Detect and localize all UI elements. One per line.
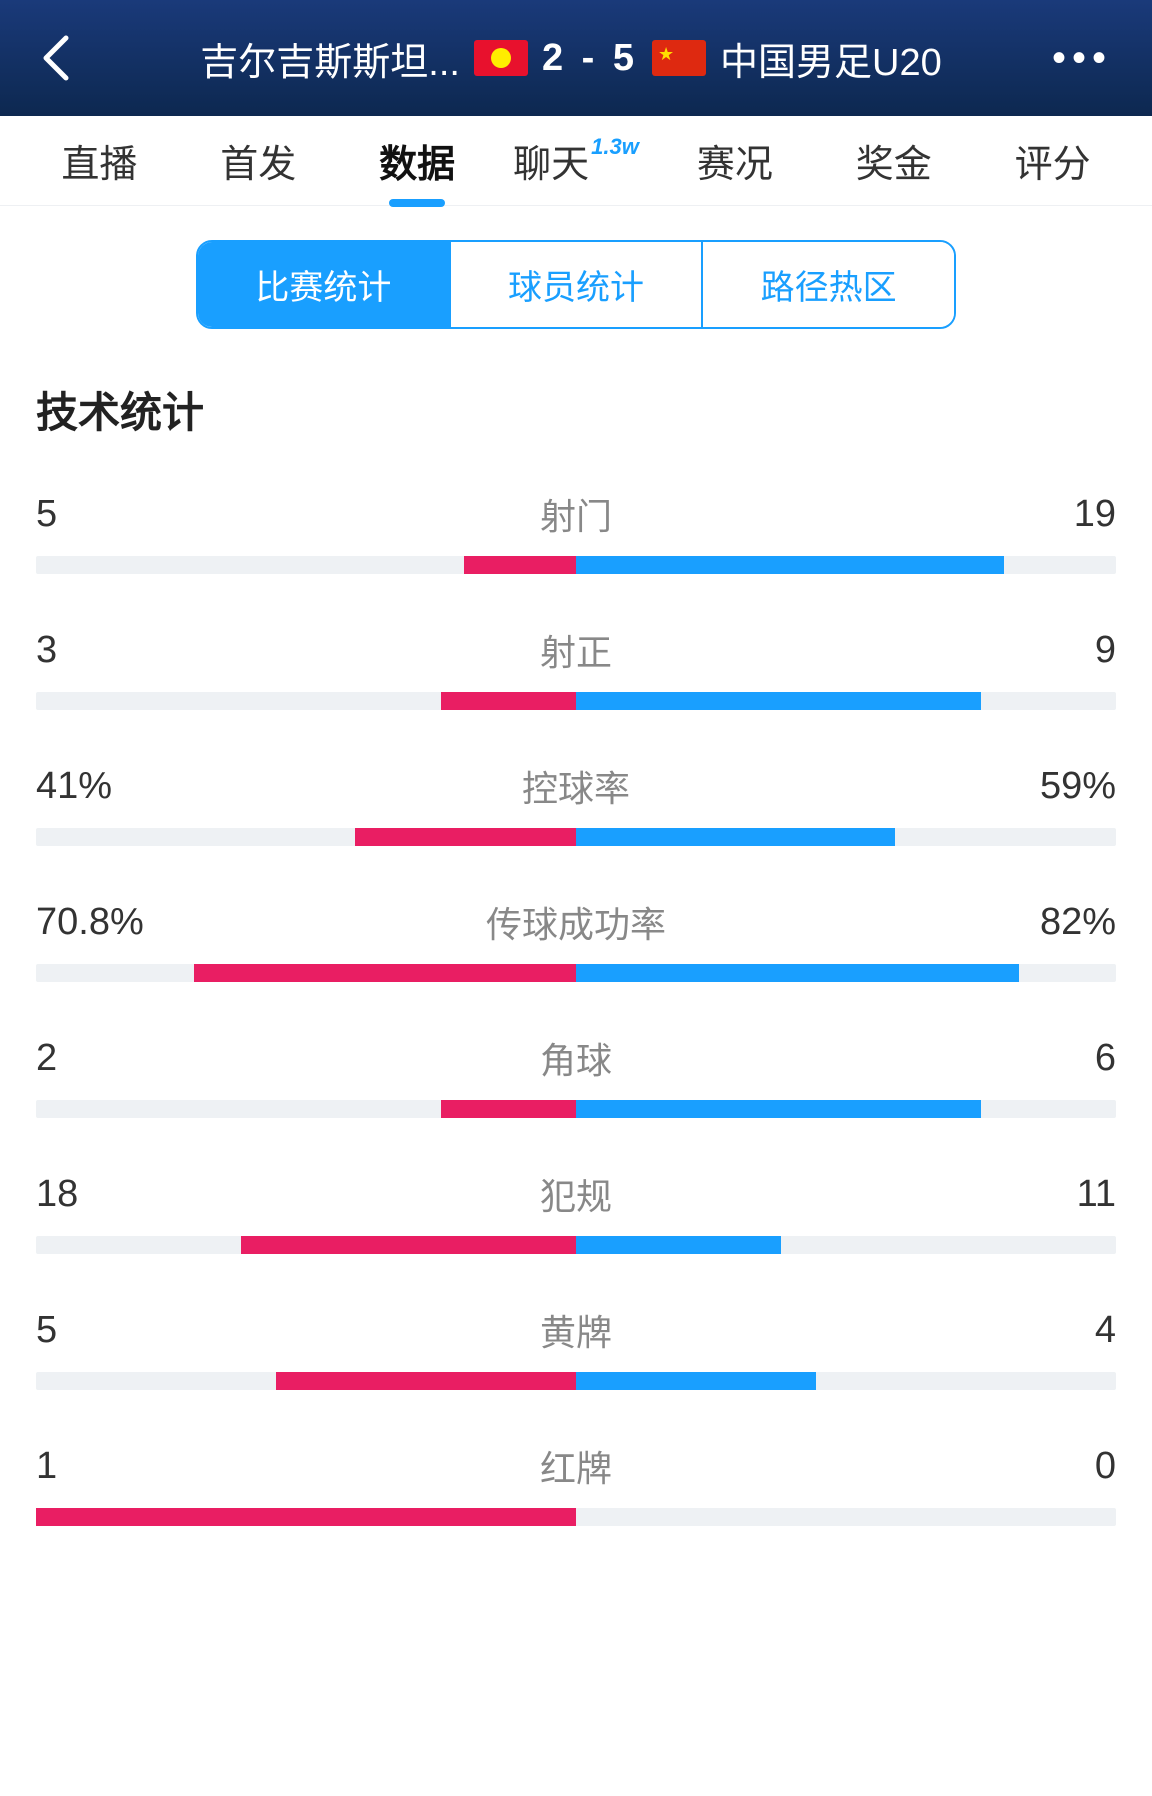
stat-left-value: 41% xyxy=(36,765,522,808)
stat-bar xyxy=(36,1236,1116,1254)
stat-name: 传球成功率 xyxy=(486,896,666,948)
stat-name: 射门 xyxy=(540,488,612,540)
flag-left-icon xyxy=(474,40,528,76)
stat-right-value: 4 xyxy=(612,1309,1116,1352)
stat-right-value: 59% xyxy=(630,765,1116,808)
stat-right-value: 82% xyxy=(666,901,1116,944)
tab-label: 赛况 xyxy=(697,133,773,188)
stat-bar xyxy=(36,964,1116,982)
match-score: 2 - 5 xyxy=(542,37,638,80)
more-icon[interactable]: ••• xyxy=(1052,36,1112,81)
stat-left-value: 5 xyxy=(36,493,540,536)
bar-left xyxy=(441,692,576,710)
subtab-player-stats[interactable]: 球员统计 xyxy=(451,242,704,327)
stat-name: 控球率 xyxy=(522,760,630,812)
stat-bar xyxy=(36,1508,1116,1526)
stat-right-value: 9 xyxy=(612,629,1116,672)
back-icon[interactable] xyxy=(40,34,70,82)
stat-row: 3 射正 9 xyxy=(36,624,1116,710)
tab-bonus[interactable]: 奖金 xyxy=(814,116,973,206)
subtab-match-stats[interactable]: 比赛统计 xyxy=(198,242,451,327)
match-header: 吉尔吉斯斯坦... 2 - 5 中国男足U20 ••• xyxy=(0,0,1152,116)
stat-name: 红牌 xyxy=(540,1440,612,1492)
stat-row: 41% 控球率 59% xyxy=(36,760,1116,846)
stat-right-value: 11 xyxy=(612,1173,1116,1216)
team-left-name: 吉尔吉斯斯坦... xyxy=(200,31,460,86)
stat-row: 5 黄牌 4 xyxy=(36,1304,1116,1390)
bar-left xyxy=(194,964,576,982)
team-right-name: 中国男足U20 xyxy=(720,31,942,86)
tab-label: 数据 xyxy=(379,133,455,188)
chat-badge: 1.3w xyxy=(591,134,639,160)
tab-data[interactable]: 数据 xyxy=(338,116,497,206)
stat-row: 18 犯规 11 xyxy=(36,1168,1116,1254)
stat-left-value: 3 xyxy=(36,629,540,672)
tab-label: 评分 xyxy=(1015,133,1091,188)
flag-right-icon xyxy=(652,40,706,76)
stat-bar xyxy=(36,556,1116,574)
bar-left xyxy=(276,1372,576,1390)
stat-row: 5 射门 19 xyxy=(36,488,1116,574)
stats-section: 技术统计 5 射门 19 3 射正 9 41% 控球率 59% xyxy=(0,329,1152,1526)
tab-events[interactable]: 赛况 xyxy=(655,116,814,206)
bar-right xyxy=(576,1236,781,1254)
stat-right-value: 19 xyxy=(612,493,1116,536)
tab-label: 直播 xyxy=(61,133,137,188)
stat-bar xyxy=(36,1372,1116,1390)
bar-left xyxy=(441,1100,576,1118)
stat-bar xyxy=(36,828,1116,846)
tab-rating[interactable]: 评分 xyxy=(973,116,1132,206)
stat-bar xyxy=(36,692,1116,710)
stat-row: 70.8% 传球成功率 82% xyxy=(36,896,1116,982)
match-title: 吉尔吉斯斯坦... 2 - 5 中国男足U20 xyxy=(110,31,1032,86)
bar-right xyxy=(576,1372,816,1390)
stat-name: 黄牌 xyxy=(540,1304,612,1356)
stat-name: 射正 xyxy=(540,624,612,676)
section-title: 技术统计 xyxy=(36,379,1116,440)
sub-tabs: 比赛统计 球员统计 路径热区 xyxy=(196,240,956,329)
tab-label: 奖金 xyxy=(856,133,932,188)
bar-right xyxy=(576,964,1019,982)
stat-left-value: 1 xyxy=(36,1445,540,1488)
stat-name: 角球 xyxy=(540,1032,612,1084)
top-tabs: 直播 首发 数据 聊天1.3w 赛况 奖金 评分 xyxy=(0,116,1152,206)
stat-name: 犯规 xyxy=(540,1168,612,1220)
bar-left xyxy=(241,1236,576,1254)
stat-right-value: 0 xyxy=(612,1445,1116,1488)
stat-left-value: 5 xyxy=(36,1309,540,1352)
bar-left xyxy=(36,1508,576,1526)
stat-right-value: 6 xyxy=(612,1037,1116,1080)
stat-left-value: 70.8% xyxy=(36,901,486,944)
stat-left-value: 18 xyxy=(36,1173,540,1216)
bar-right xyxy=(576,828,895,846)
bar-right xyxy=(576,692,981,710)
tab-label: 聊天 xyxy=(513,133,589,188)
stat-bar xyxy=(36,1100,1116,1118)
stat-row: 2 角球 6 xyxy=(36,1032,1116,1118)
stats-list: 5 射门 19 3 射正 9 41% 控球率 59% 70.8% 传球成功率 xyxy=(36,488,1116,1526)
bar-right xyxy=(576,1100,981,1118)
tab-live[interactable]: 直播 xyxy=(20,116,179,206)
subtab-heatmap[interactable]: 路径热区 xyxy=(703,242,954,327)
tab-lineup[interactable]: 首发 xyxy=(179,116,338,206)
tab-chat[interactable]: 聊天1.3w xyxy=(497,116,656,206)
bar-left xyxy=(464,556,576,574)
tab-label: 首发 xyxy=(220,133,296,188)
bar-left xyxy=(355,828,576,846)
stat-left-value: 2 xyxy=(36,1037,540,1080)
stat-row: 1 红牌 0 xyxy=(36,1440,1116,1526)
bar-right xyxy=(576,556,1004,574)
